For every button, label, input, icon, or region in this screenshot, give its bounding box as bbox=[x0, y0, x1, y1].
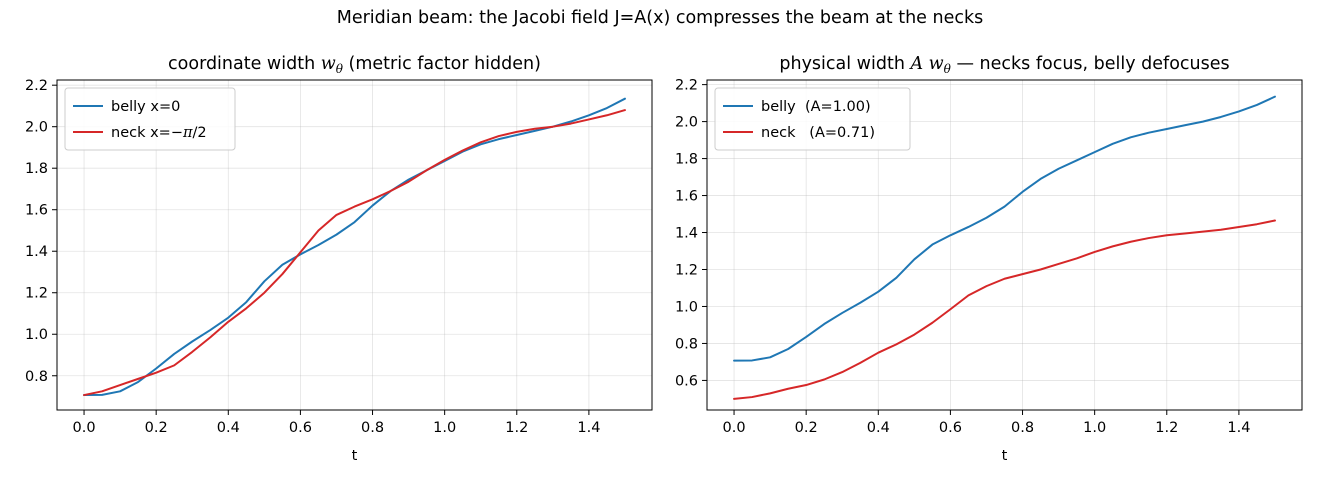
panel-title-rest: (metric factor hidden) bbox=[343, 54, 541, 74]
x-tick-label: 1.0 bbox=[433, 420, 456, 436]
x-tick-label: 0.0 bbox=[73, 420, 96, 436]
legend-label-1: neck (A=0.71) bbox=[761, 125, 875, 141]
x-tick-label: 0.8 bbox=[361, 420, 384, 436]
legend-label-symbol: π bbox=[182, 125, 193, 141]
x-tick-label: 0.6 bbox=[939, 420, 962, 436]
left-chart-panel: 0.0 0.2 0.4 0.6 0.8 1.0 1.2 1.4 0.8 1.0 1.2 1.4 1.6 1… bbox=[25, 54, 653, 464]
x-tick-label: 1.2 bbox=[505, 420, 528, 436]
x-tick-label: 1.4 bbox=[1227, 420, 1250, 436]
panel-title-text: physical width bbox=[779, 54, 910, 74]
y-tick-label: 2.2 bbox=[675, 78, 698, 94]
panel-title: physical width A wθ — necks focus, belly… bbox=[779, 54, 1229, 76]
y-tick-label: 1.6 bbox=[25, 203, 48, 219]
panel-title-subscript: θ bbox=[336, 62, 344, 76]
y-tick-label: 1.2 bbox=[25, 286, 48, 302]
y-tick-label: 2.0 bbox=[675, 115, 698, 131]
x-tick-label: 0.2 bbox=[795, 420, 818, 436]
y-tick-label: 1.6 bbox=[675, 189, 698, 205]
series-line-1 bbox=[733, 219, 1276, 400]
y-tick-label: 2.0 bbox=[25, 120, 48, 136]
legend-label-1: neck x=−π/2 bbox=[111, 125, 207, 141]
x-tick-label: 0.0 bbox=[723, 420, 746, 436]
right-chart-panel: 0.0 0.2 0.4 0.6 0.8 1.0 1.2 1.4 0.6 0.8 1.0 1.2 1.4 1… bbox=[675, 54, 1303, 464]
y-tick-label: 1.4 bbox=[675, 226, 698, 242]
axes-frame bbox=[56, 79, 653, 411]
x-tick-label: 0.4 bbox=[217, 420, 240, 436]
series-line-0 bbox=[733, 95, 1276, 362]
y-tick-label: 0.6 bbox=[675, 373, 698, 389]
series-line-0 bbox=[83, 97, 626, 397]
legend-label-text: neck x=− bbox=[111, 125, 183, 141]
x-tick-label: 0.2 bbox=[145, 420, 168, 436]
figure-suptitle: Meridian beam: the Jacobi field J=A(x) c… bbox=[336, 8, 984, 28]
panel-title-text: coordinate width bbox=[168, 54, 321, 74]
y-tick-label: 1.0 bbox=[25, 327, 48, 343]
y-tick-label: 1.8 bbox=[675, 152, 698, 168]
x-axis-label: t bbox=[352, 448, 358, 464]
y-tick-label: 2.2 bbox=[25, 78, 48, 94]
y-tick-label: 1.8 bbox=[25, 161, 48, 177]
axes-frame bbox=[706, 79, 1303, 411]
panel-title-rest: — necks focus, belly defocuses bbox=[951, 54, 1230, 74]
x-tick-label: 1.4 bbox=[577, 420, 600, 436]
y-tick-label: 1.0 bbox=[675, 299, 698, 315]
legend-label-0: belly (A=1.00) bbox=[761, 99, 871, 115]
y-tick-label: 1.4 bbox=[25, 244, 48, 260]
x-tick-label: 0.6 bbox=[289, 420, 312, 436]
panel-title-subscript: θ bbox=[944, 62, 952, 76]
x-tick-label: 1.2 bbox=[1155, 420, 1178, 436]
legend-box bbox=[714, 87, 911, 151]
legend-box bbox=[64, 87, 236, 151]
legend-label-0: belly x=0 bbox=[111, 99, 180, 115]
x-axis-label: t bbox=[1002, 448, 1008, 464]
series-line-1 bbox=[83, 109, 626, 397]
y-tick-label: 0.8 bbox=[675, 336, 698, 352]
x-tick-label: 1.0 bbox=[1083, 420, 1106, 436]
panel-title-symbol: w bbox=[321, 54, 336, 74]
x-tick-label: 0.4 bbox=[867, 420, 890, 436]
x-tick-label: 0.8 bbox=[1011, 420, 1034, 436]
y-tick-label: 1.2 bbox=[675, 262, 698, 278]
panel-title: coordinate width wθ (metric factor hidde… bbox=[168, 54, 541, 76]
y-tick-label: 0.8 bbox=[25, 369, 48, 385]
legend-label-rest: /2 bbox=[193, 125, 207, 141]
panel-title-symbol: A w bbox=[908, 54, 943, 74]
